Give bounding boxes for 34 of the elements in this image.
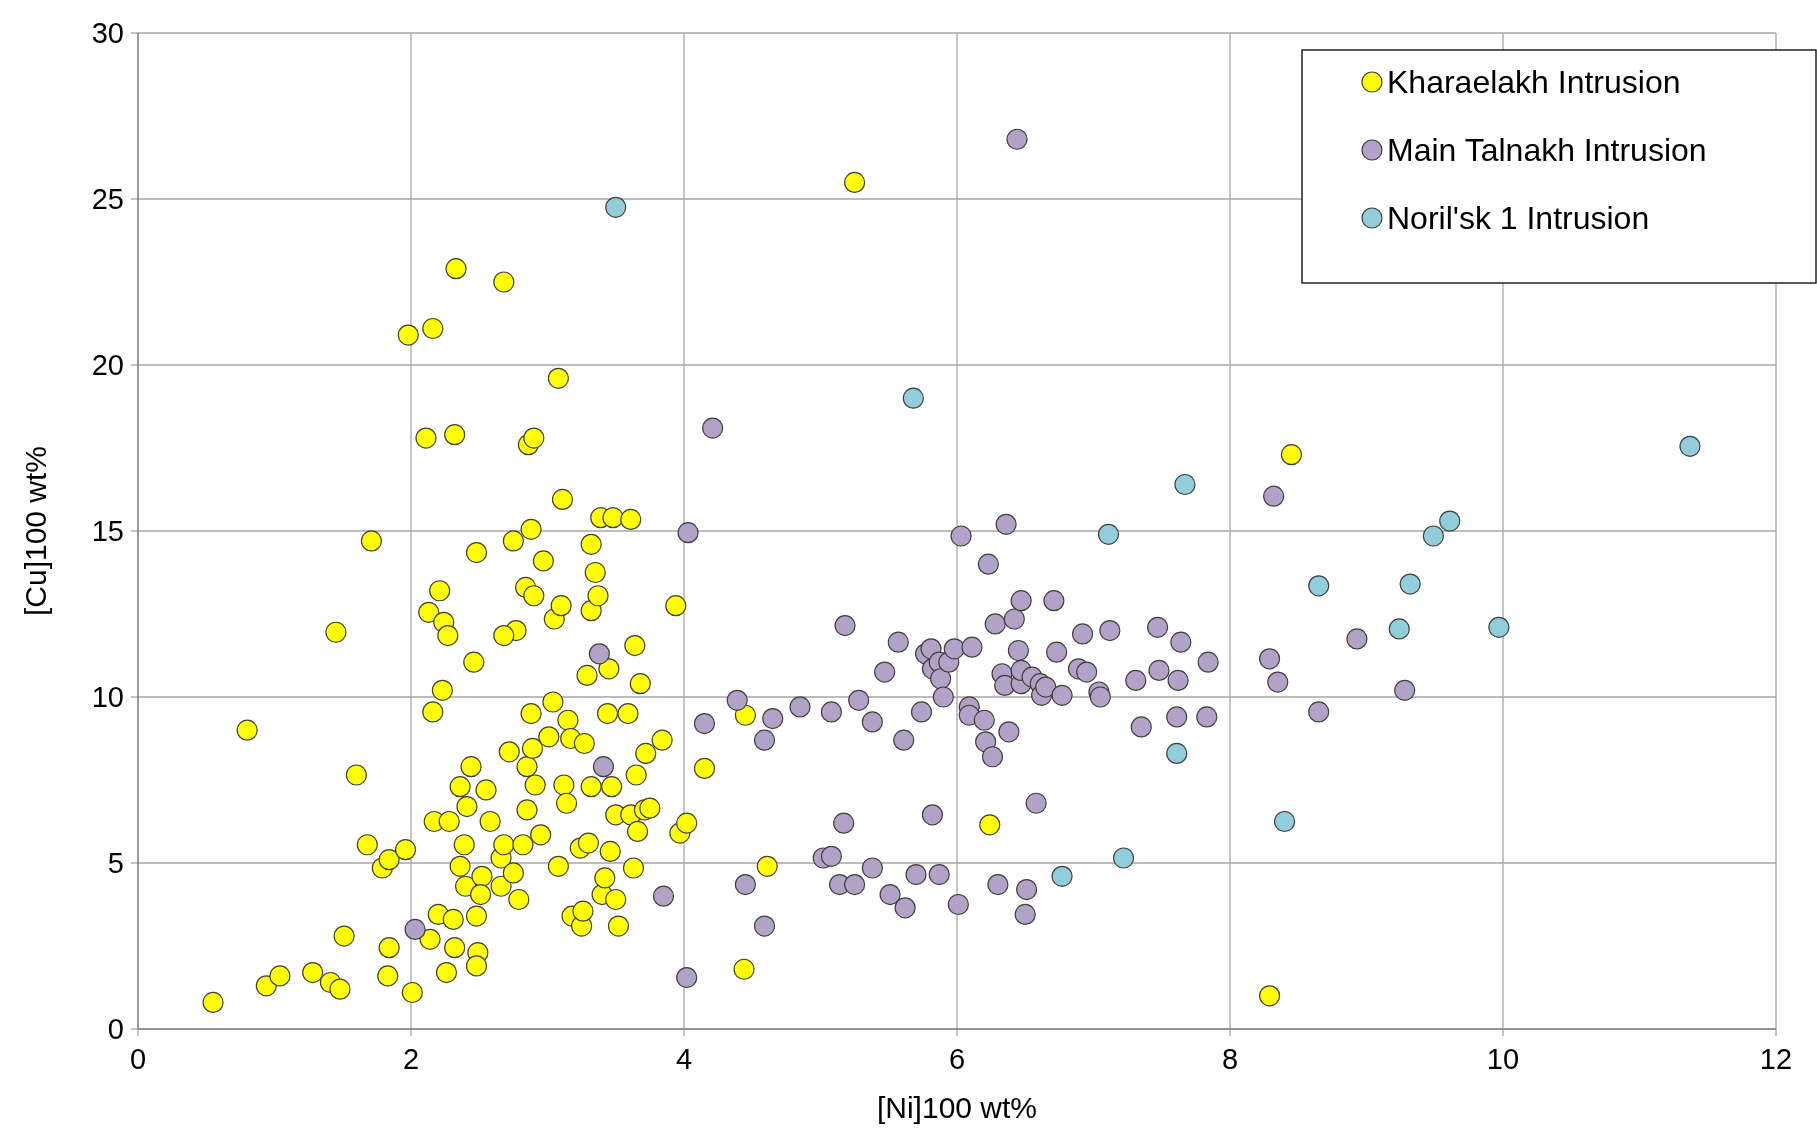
point <box>1051 865 1073 887</box>
x-tick-label: 0 <box>129 1043 147 1075</box>
point <box>1439 510 1461 532</box>
y-tick-label: 5 <box>107 847 124 879</box>
x-tick-label: 10 <box>1486 1043 1520 1075</box>
point <box>1112 847 1135 869</box>
point <box>1679 435 1701 457</box>
point <box>605 196 627 218</box>
y-tick-label: 0 <box>107 1013 124 1045</box>
y-tick-label: 30 <box>91 17 124 49</box>
x-tick-label: 4 <box>675 1043 693 1075</box>
x-axis-title: [Ni]100 wt% <box>876 1091 1038 1124</box>
point <box>1274 810 1296 833</box>
legend-label: Main Talnakh Intrusion <box>1387 132 1707 168</box>
x-tick-label: 2 <box>402 1043 420 1075</box>
point <box>902 387 924 409</box>
point <box>1174 473 1196 496</box>
point <box>1488 616 1510 638</box>
y-tick-label: 10 <box>91 681 124 713</box>
x-tick-label: 8 <box>1221 1043 1239 1075</box>
point <box>1308 575 1330 597</box>
y-tick-label: 20 <box>91 349 124 381</box>
y-axis-title: [Cu]100 wt% <box>19 445 52 617</box>
y-tick-label: 15 <box>91 515 124 547</box>
point <box>1399 573 1421 595</box>
point <box>1388 618 1410 640</box>
y-tick-label: 25 <box>91 183 124 215</box>
point <box>1097 523 1120 545</box>
x-tick-label: 12 <box>1759 1043 1793 1075</box>
point <box>1166 742 1188 765</box>
point <box>1422 525 1444 547</box>
legend-label: Noril'sk 1 Intrusion <box>1387 200 1650 236</box>
legend-label: Kharaelakh Intrusion <box>1387 64 1681 100</box>
x-tick-label: 6 <box>948 1043 966 1075</box>
